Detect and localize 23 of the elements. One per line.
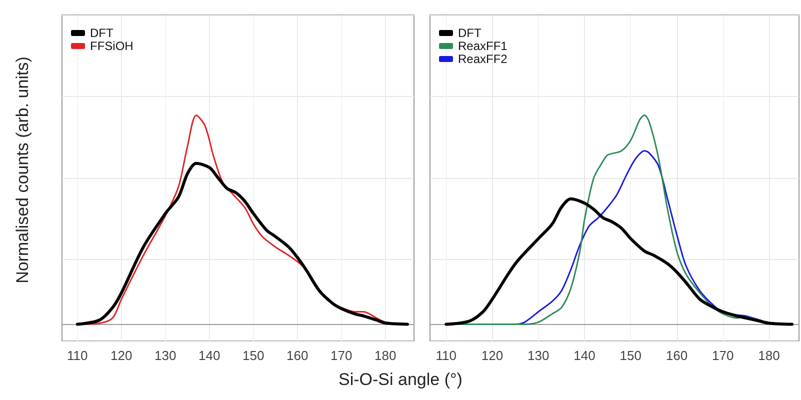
- legend-label: DFT: [90, 26, 114, 40]
- x-tick-label: 120: [481, 348, 504, 363]
- legend-label: DFT: [458, 26, 482, 40]
- x-tick-label: 170: [712, 348, 734, 363]
- x-tick-label: 160: [666, 348, 688, 363]
- x-tick-label: 110: [436, 348, 457, 363]
- legend-label: ReaxFF1: [458, 39, 508, 53]
- x-tick-label: 130: [528, 348, 550, 363]
- x-tick-label: 150: [242, 348, 264, 363]
- y-axis-title: Normalised counts (arb. units): [13, 56, 33, 286]
- x-tick-label: 120: [110, 348, 132, 363]
- x-tick-label: 180: [758, 348, 780, 363]
- x-tick-label: 110: [67, 348, 88, 363]
- x-tick-label: 140: [198, 348, 220, 363]
- x-tick-label: 140: [574, 348, 596, 363]
- x-tick-label: 180: [374, 348, 396, 363]
- x-tick-label: 130: [154, 348, 176, 363]
- x-axis-title: Si-O-Si angle (°): [338, 370, 464, 390]
- x-tick-label: 170: [330, 348, 352, 363]
- x-tick-label: 150: [620, 348, 642, 363]
- legend-label: ReaxFF2: [458, 52, 508, 66]
- x-tick-label: 160: [286, 348, 308, 363]
- legend-label: FFSiOH: [90, 39, 134, 53]
